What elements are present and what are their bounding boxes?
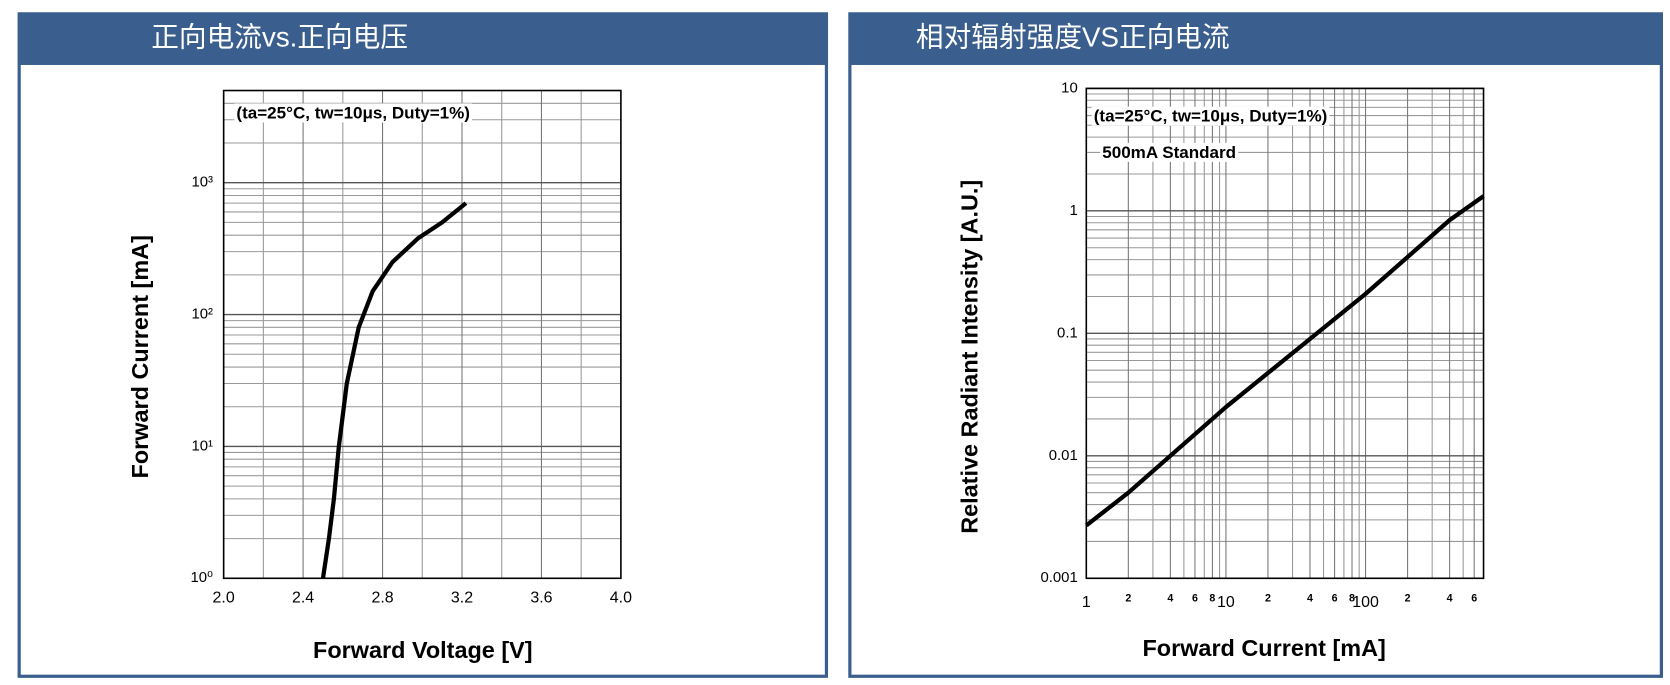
- y-tick-label: 0.001: [1040, 570, 1077, 586]
- y-tick-label: 10: [1061, 80, 1078, 96]
- y-tick-label: 1: [1069, 203, 1077, 219]
- x-tick-label: 4.0: [610, 590, 632, 607]
- y-tick-label: 10²: [191, 306, 213, 322]
- x-tick-label: 8: [1209, 592, 1215, 604]
- x-tick-label: 6: [1192, 592, 1198, 604]
- x-tick-label: 8: [1349, 592, 1355, 604]
- curve: [320, 201, 468, 579]
- x-tick-label: 100: [1352, 594, 1379, 611]
- x-tick-label: 4: [1167, 592, 1173, 604]
- x-tick-label: 2: [1265, 592, 1271, 604]
- panel-title: 相对辐射强度VS正向电流: [916, 22, 1230, 53]
- plot-border: [1085, 87, 1485, 580]
- x-axis-title: Forward Current [mA]: [1142, 635, 1385, 661]
- x-tick-label: 1: [1082, 594, 1091, 611]
- y-axis-title: Relative Radiant Intensity [A.U.]: [956, 180, 982, 534]
- x-tick-label: 2.0: [213, 590, 235, 607]
- x-tick-label: 6: [1332, 592, 1338, 604]
- plot-border: [222, 89, 622, 580]
- x-tick-label: 6: [1471, 592, 1477, 604]
- x-tick-label: 2.4: [292, 590, 314, 607]
- x-tick-label: 4: [1307, 592, 1313, 604]
- x-tick-label: 3.6: [530, 590, 552, 607]
- annotation-bg: [1100, 142, 1239, 162]
- x-axis-title: Forward Voltage [V]: [313, 637, 533, 663]
- x-tick-label: 2.8: [371, 590, 393, 607]
- x-tick-label: 10: [1217, 594, 1235, 611]
- y-tick-label: 10³: [191, 175, 213, 191]
- annotation: (ta=25°C, tw=10μs, Duty=1%): [1094, 107, 1328, 126]
- x-tick-label: 4: [1447, 592, 1453, 604]
- annotation-bg: [234, 103, 473, 123]
- y-tick-label: 10⁰: [190, 570, 213, 586]
- panel-header: [19, 13, 827, 65]
- x-tick-label: 2: [1405, 592, 1411, 604]
- x-tick-label: 2: [1125, 592, 1131, 604]
- y-axis-title: Forward Current [mA]: [127, 235, 153, 478]
- annotation-bg: [1091, 106, 1330, 126]
- panel-title: 正向电流vs.正向电压: [151, 22, 408, 53]
- annotation: (ta=25°C, tw=10μs, Duty=1%): [236, 103, 470, 122]
- x-tick-label: 3.2: [451, 590, 473, 607]
- panel-header: [849, 13, 1662, 65]
- curve: [1084, 194, 1485, 528]
- y-tick-label: 10¹: [191, 438, 213, 454]
- y-tick-label: 0.1: [1057, 325, 1078, 341]
- y-tick-label: 0.01: [1049, 448, 1078, 464]
- annotation: 500mA Standard: [1102, 143, 1236, 162]
